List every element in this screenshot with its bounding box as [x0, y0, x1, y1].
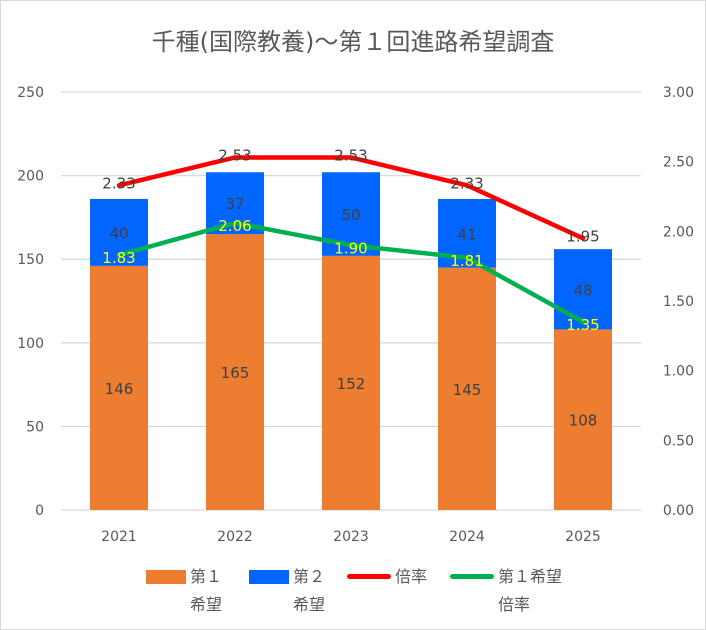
data-label-second-choice: 40 — [109, 224, 128, 242]
data-label-first-choice: 145 — [453, 381, 482, 399]
legend-swatch-ratio — [347, 574, 391, 579]
x-axis-tick-label: 2024 — [449, 529, 485, 545]
data-label-ratio: 2.53 — [218, 146, 251, 164]
legend-item-ratio: 倍率 — [347, 563, 427, 591]
legend-label: 第２ — [293, 567, 326, 586]
data-label-first-choice: 152 — [337, 375, 366, 393]
right-axis-tick-label: 3.00 — [663, 85, 694, 101]
legend-swatch-first-choice — [146, 570, 186, 584]
data-label-ratio: 2.33 — [102, 174, 135, 192]
x-axis-tick-label: 2023 — [333, 529, 369, 545]
legend-label: 希望 — [190, 595, 223, 614]
data-label-second-choice: 41 — [457, 225, 476, 243]
left-axis-tick-label: 100 — [17, 336, 44, 352]
data-label-first-choice-ratio: 2.06 — [218, 217, 251, 235]
data-label-ratio: 2.33 — [450, 174, 483, 192]
bar-first-choice — [438, 267, 496, 510]
data-label-first-choice-ratio: 1.90 — [334, 239, 367, 257]
legend-item-second-choice: 第２ 希望 — [249, 563, 325, 619]
data-label-first-choice: 108 — [569, 412, 598, 430]
data-label-second-choice: 50 — [341, 206, 360, 224]
x-axis-tick-label: 2021 — [101, 529, 137, 545]
left-axis-tick-label: 250 — [17, 85, 44, 101]
left-axis-tick-label: 50 — [26, 419, 44, 435]
right-axis-tick-label: 1.00 — [663, 364, 694, 380]
legend-label: 第１ — [190, 567, 223, 586]
left-axis-tick-label: 200 — [17, 169, 44, 185]
legend-swatch-first-choice-ratio — [450, 574, 494, 579]
x-axis-tick-label: 2025 — [565, 529, 601, 545]
right-axis-tick-label: 2.50 — [663, 155, 694, 171]
legend-item-first-choice: 第１ 希望 — [146, 563, 222, 619]
data-label-first-choice-ratio: 1.81 — [450, 252, 483, 270]
data-label-first-choice: 146 — [105, 380, 134, 398]
legend: 第１ 希望 第２ 希望 倍率 第１希望 倍率 — [0, 563, 706, 623]
legend-label: 希望 — [293, 595, 326, 614]
legend-label: 倍率 — [498, 595, 531, 614]
legend-item-first-choice-ratio: 第１希望倍率 — [450, 563, 562, 619]
legend-label: 第１希望 — [498, 567, 563, 586]
bar-first-choice — [554, 329, 612, 510]
data-label-ratio: 2.53 — [334, 146, 367, 164]
legend-label: 倍率 — [395, 567, 428, 586]
data-label-first-choice: 165 — [221, 364, 250, 382]
bar-first-choice — [90, 265, 148, 510]
left-axis-tick-label: 0 — [35, 503, 44, 519]
right-axis-tick-label: 2.00 — [663, 224, 694, 240]
data-label-second-choice: 48 — [573, 281, 592, 299]
bar-first-choice — [206, 234, 264, 510]
data-label-second-choice: 37 — [225, 195, 244, 213]
right-axis-tick-label: 0.50 — [663, 433, 694, 449]
right-axis-tick-label: 0.00 — [663, 503, 694, 519]
legend-swatch-second-choice — [249, 570, 289, 584]
bar-first-choice — [322, 255, 380, 510]
data-label-first-choice-ratio: 1.83 — [102, 249, 135, 267]
x-axis-tick-label: 2022 — [217, 529, 253, 545]
bar-second-choice — [554, 249, 612, 330]
data-label-first-choice-ratio: 1.35 — [566, 316, 599, 334]
right-axis-tick-label: 1.50 — [663, 294, 694, 310]
left-axis-tick-label: 150 — [17, 252, 44, 268]
chart-title: 千種(国際教養)～第１回進路希望調査 — [151, 28, 555, 56]
data-label-ratio: 1.95 — [566, 227, 599, 245]
